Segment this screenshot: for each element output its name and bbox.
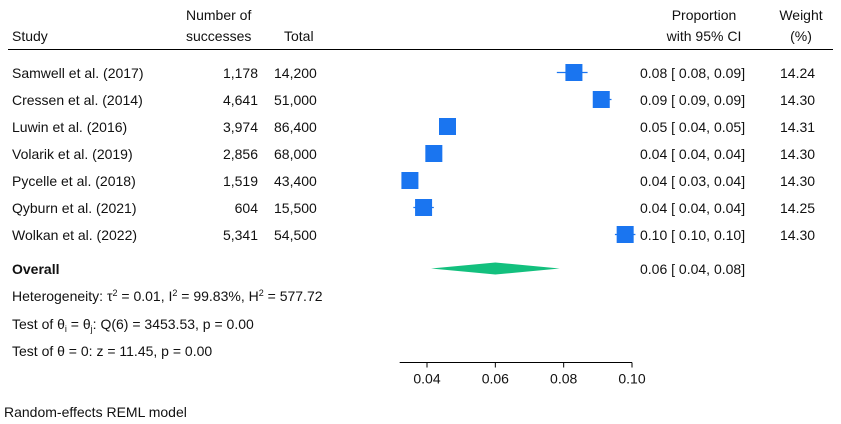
study-marker xyxy=(616,226,634,243)
header-proportion-line2: with 95% CI xyxy=(666,28,742,44)
study-successes: 1,519 xyxy=(222,173,258,189)
study-successes: 3,974 xyxy=(222,119,258,135)
study-weight: 14.30 xyxy=(780,146,816,162)
test-homogeneity-text: Test of θi = θj: Q(6) = 3453.53, p = 0.0… xyxy=(12,316,254,334)
x-tick-label: 0.10 xyxy=(618,371,645,387)
study-successes: 4,641 xyxy=(222,92,258,108)
study-ci-text: 0.04 [ 0.04, 0.04] xyxy=(640,200,746,216)
study-total: 86,400 xyxy=(274,119,317,135)
header-proportion-line1: Proportion xyxy=(671,7,737,23)
header-rule xyxy=(8,49,833,50)
header-study: Study xyxy=(12,28,48,44)
study-total: 15,500 xyxy=(274,200,317,216)
study-ci-text: 0.09 [ 0.09, 0.09] xyxy=(640,92,746,108)
study-ci-text: 0.10 [ 0.10, 0.10] xyxy=(640,227,746,243)
study-marker xyxy=(565,64,583,81)
study-total: 14,200 xyxy=(274,65,317,81)
study-weight: 14.31 xyxy=(780,119,816,135)
study-marker xyxy=(425,145,443,162)
study-total: 68,000 xyxy=(274,146,317,162)
footer-model-note: Random-effects REML model xyxy=(4,404,187,420)
study-name: Volarik et al. (2019) xyxy=(12,146,133,162)
study-marker xyxy=(592,91,610,108)
header-successes-line2: successes xyxy=(186,28,252,44)
study-weight: 14.24 xyxy=(780,65,816,81)
study-weight: 14.30 xyxy=(780,92,816,108)
heterogeneity-text: Heterogeneity: τ2 = 0.01, I2 = 99.83%, H… xyxy=(12,288,323,304)
study-ci-text: 0.08 [ 0.08, 0.09] xyxy=(640,65,746,81)
study-ci-text: 0.04 [ 0.04, 0.04] xyxy=(640,146,746,162)
study-marker xyxy=(439,118,456,135)
header-weight-line1: Weight xyxy=(779,7,823,23)
overall-ci-text: 0.06 [ 0.04, 0.08] xyxy=(640,261,746,277)
study-successes: 2,856 xyxy=(222,146,258,162)
test-overall-text: Test of θ = 0: z = 11.45, p = 0.00 xyxy=(12,343,213,359)
study-total: 54,500 xyxy=(274,227,317,243)
study-name: Pycelle et al. (2018) xyxy=(12,173,136,189)
study-name: Wolkan et al. (2022) xyxy=(12,227,138,243)
study-successes: 5,341 xyxy=(222,227,258,243)
study-ci-text: 0.04 [ 0.03, 0.04] xyxy=(640,173,746,189)
x-tick-label: 0.06 xyxy=(482,371,509,387)
study-name: Samwell et al. (2017) xyxy=(12,65,144,81)
overall-diamond xyxy=(431,262,560,275)
study-weight: 14.25 xyxy=(780,200,816,216)
study-total: 51,000 xyxy=(274,92,317,108)
study-successes: 1,178 xyxy=(222,65,258,81)
x-tick-label: 0.08 xyxy=(550,371,577,387)
study-name: Qyburn et al. (2021) xyxy=(12,200,137,216)
study-ci-text: 0.05 [ 0.04, 0.05] xyxy=(640,119,746,135)
study-total: 43,400 xyxy=(274,173,317,189)
study-name: Cressen et al. (2014) xyxy=(12,92,143,108)
study-marker xyxy=(415,199,433,216)
study-successes: 604 xyxy=(234,200,258,216)
study-marker xyxy=(401,172,419,189)
study-name: Luwin et al. (2016) xyxy=(12,119,128,135)
header-weight-line2: (%) xyxy=(790,28,812,44)
header-total: Total xyxy=(284,28,314,44)
overall-label: Overall xyxy=(12,261,60,277)
study-weight: 14.30 xyxy=(780,173,816,189)
study-weight: 14.30 xyxy=(780,227,816,243)
header-successes-line1: Number of xyxy=(186,7,252,23)
x-tick-label: 0.04 xyxy=(413,371,440,387)
